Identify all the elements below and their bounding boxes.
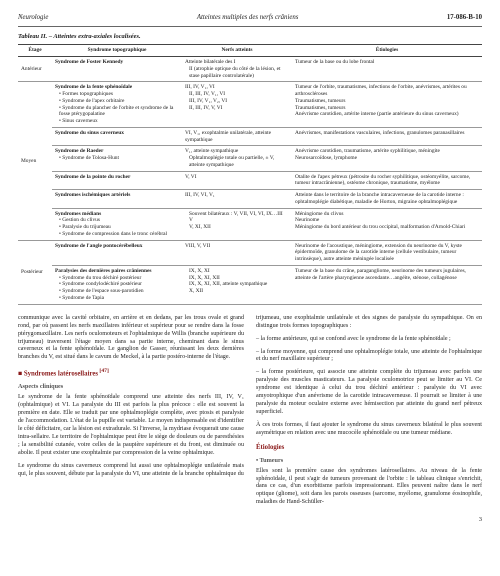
paragraph: Elles sont la première cause des syndrom… xyxy=(256,468,482,508)
page-title: Atteintes multiples des nerfs crâniens xyxy=(197,14,299,22)
syndrome-cell: Syndrome de Foster Kennedy xyxy=(52,57,182,82)
subsection-heading: Aspects cliniques xyxy=(18,383,244,391)
table-header: Étage xyxy=(18,45,52,57)
table-row: Syndrome du sinus caverneuxVI, V₁, exoph… xyxy=(18,127,482,146)
etio-cell: Tumeur de la base du crâne, paragangliom… xyxy=(292,265,482,304)
paragraph: – la forme moyenne, qui comprend une oph… xyxy=(256,349,482,365)
syndrome-cell: Syndrome de l'angle pontocérébelleux xyxy=(52,240,182,265)
etio-cell: Atteinte dans le territoire de la branch… xyxy=(292,190,482,209)
syndrome-cell: Syndrome du sinus caverneux xyxy=(52,127,182,146)
nerfs-cell: III, IV, V₁, VIII, III, IV, V₁, VIIII, I… xyxy=(182,82,292,128)
stage-cell: Moyen xyxy=(18,82,52,240)
paragraph: trijumeau, une exophtalmie unilatérale e… xyxy=(256,315,482,331)
table-row: PostérieurSyndrome de l'angle pontocéréb… xyxy=(18,240,482,265)
doc-code: 17-086-B-10 xyxy=(447,14,482,22)
body-column-left: communique avec la cavité orbitaire, en … xyxy=(18,315,244,512)
paragraph: À ces trois formes, il faut ajouter le s… xyxy=(256,422,482,438)
nerfs-cell: V₁, atteinte sympathiqueOphtalmoplégie t… xyxy=(182,146,292,171)
table-header: Syndrome topographique xyxy=(52,45,182,57)
table-row: MoyenSyndrome de la fente sphénoïdale• F… xyxy=(18,82,482,128)
etio-cell: Tumeur de la base ou du lobe frontal xyxy=(292,57,482,82)
table-row: Syndromes médians• Gestion du clivus• Pa… xyxy=(18,208,482,240)
stage-cell: Postérieur xyxy=(18,240,52,304)
etio-cell: Anévrisme carotidien, traumatisme, artér… xyxy=(292,146,482,171)
subsection-heading: • Tumeurs xyxy=(256,457,482,465)
syndrome-cell: Syndrome de la fente sphénoïdale• Formes… xyxy=(52,82,182,128)
etio-cell: Tumeur de l'orbite, traumatismes, infect… xyxy=(292,82,482,128)
syndrome-cell: Paralysies des dernières paires crânienn… xyxy=(52,265,182,304)
header-left: Neurologie xyxy=(18,14,48,22)
page-number: 3 xyxy=(18,516,482,524)
syndrome-cell: Syndromes ischémiques artériels xyxy=(52,190,182,209)
body-column-right: trijumeau, une exophtalmie unilatérale e… xyxy=(256,315,482,512)
syndrome-cell: Syndrome de Raeder• Syndrome de Tolosa-H… xyxy=(52,146,182,171)
section-heading: Étiologies xyxy=(256,444,482,453)
table-row: AntérieurSyndrome de Foster KennedyAttei… xyxy=(18,57,482,82)
stage-cell: Antérieur xyxy=(18,57,52,82)
table-header: Étiologies xyxy=(292,45,482,57)
nerfs-cell: Souvent bilatéraux : V, VII, VI, VI, IX…… xyxy=(182,208,292,240)
paragraph: Le syndrome du sinus caverneux comprend … xyxy=(18,463,244,479)
nerfs-cell: Atteinte bilatérale des III (atrophie op… xyxy=(182,57,292,82)
paragraph: – la forme postérieure, qui associe une … xyxy=(256,369,482,417)
table-row: Syndromes ischémiques artérielsIII, IV, … xyxy=(18,190,482,209)
section-heading: ■ Syndromes latérosellaires [47] xyxy=(18,368,244,379)
etio-cell: Otalite de l'apex pétreux (pétrosite du … xyxy=(292,171,482,190)
syndrome-cell: Syndromes médians• Gestion du clivus• Pa… xyxy=(52,208,182,240)
syndrome-cell: Syndrome de la pointe du rocher xyxy=(52,171,182,190)
paragraph: – la forme antérieure, qui se confond av… xyxy=(256,336,482,344)
main-table: ÉtageSyndrome topographiqueNerfs atteint… xyxy=(18,44,482,304)
nerfs-cell: III, IV, VI, V₁ xyxy=(182,190,292,209)
nerfs-cell: VI, V₁, exophtalmie unilatérale, atteint… xyxy=(182,127,292,146)
etio-cell: Méningiome du clivusNeurinomeMéningiome … xyxy=(292,208,482,240)
table-caption: Tableau II. – Atteintes extra-axiales lo… xyxy=(18,33,482,41)
nerfs-cell: IX, X, XIIX, X, XI, XIIIX, X, XI, XII, a… xyxy=(182,265,292,304)
header-rule xyxy=(18,26,482,27)
table-row: Syndrome de Raeder• Syndrome de Tolosa-H… xyxy=(18,146,482,171)
paragraph: communique avec la cavité orbitaire, en … xyxy=(18,315,244,363)
table-row: Paralysies des dernières paires crânienn… xyxy=(18,265,482,304)
nerfs-cell: V, VI xyxy=(182,171,292,190)
table-row: Syndrome de la pointe du rocherV, VIOtal… xyxy=(18,171,482,190)
nerfs-cell: VIII, V, VII xyxy=(182,240,292,265)
etio-cell: Neurinome de l'acoustique, méningiome, e… xyxy=(292,240,482,265)
table-header: Nerfs atteints xyxy=(182,45,292,57)
paragraph: Le syndrome de la fente sphénoïdale comp… xyxy=(18,394,244,457)
etio-cell: Anévrismes, manifestations vasculaires, … xyxy=(292,127,482,146)
